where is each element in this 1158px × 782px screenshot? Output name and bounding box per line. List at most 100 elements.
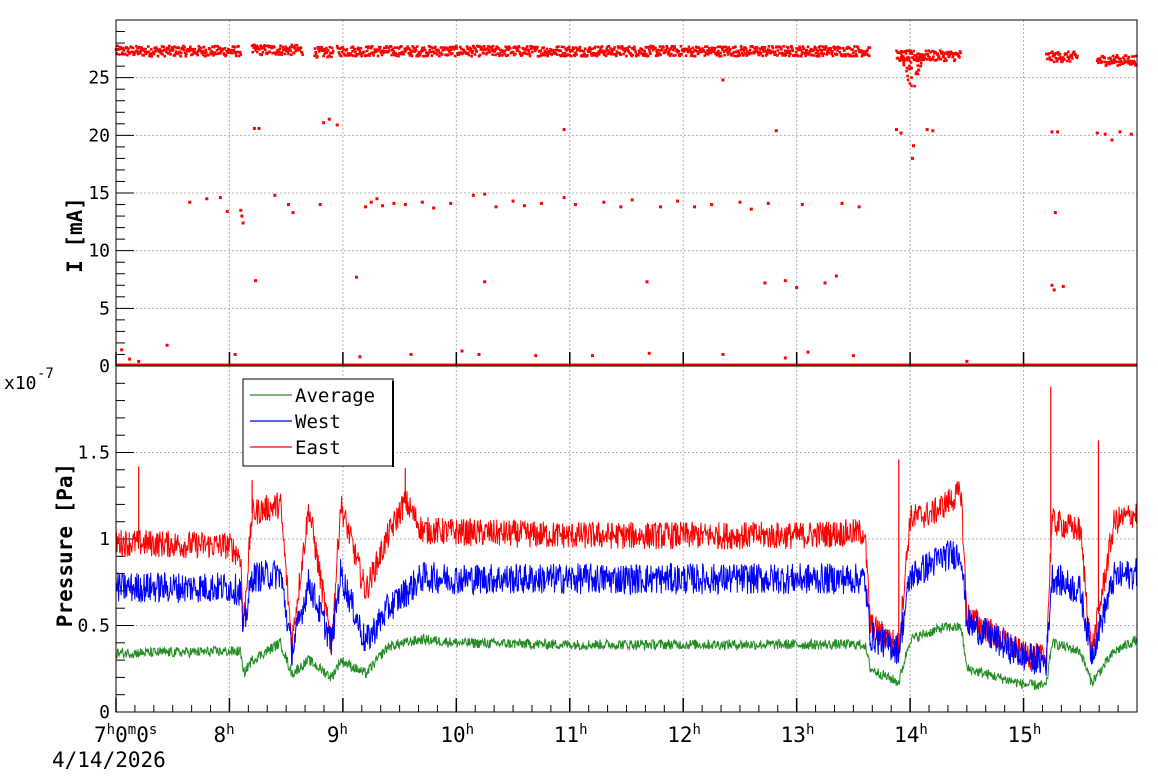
data-point	[915, 54, 918, 58]
data-point	[366, 45, 370, 48]
data-point	[567, 45, 571, 49]
data-point	[371, 45, 374, 48]
data-point	[935, 58, 939, 62]
data-point	[825, 53, 829, 56]
data-point	[703, 54, 707, 57]
data-point	[133, 51, 137, 54]
data-point	[924, 49, 928, 53]
data-point	[147, 45, 150, 48]
data-point	[232, 45, 235, 48]
data-point	[745, 54, 749, 57]
data-point	[1119, 60, 1123, 63]
data-point	[278, 50, 281, 54]
data-point	[649, 52, 652, 56]
data-point	[550, 52, 554, 55]
data-point	[850, 54, 854, 58]
data-point	[428, 48, 431, 52]
data-point	[774, 53, 777, 56]
data-point	[1105, 64, 1108, 67]
data-point	[179, 51, 183, 55]
data-point	[434, 51, 438, 55]
data-point	[286, 50, 290, 54]
data-point	[429, 50, 433, 54]
data-point	[916, 72, 920, 76]
data-point	[528, 54, 532, 58]
data-point	[734, 45, 737, 49]
data-point	[629, 53, 633, 56]
data-point	[742, 49, 746, 52]
data-point	[545, 47, 549, 51]
data-point	[508, 46, 512, 50]
data-point	[737, 51, 741, 54]
data-point	[1059, 55, 1062, 59]
x-tick-label: 12h	[667, 722, 701, 747]
data-point	[857, 205, 861, 209]
data-point	[490, 49, 494, 53]
data-point	[327, 54, 331, 58]
data-point	[293, 44, 297, 47]
data-point	[643, 49, 646, 53]
data-point	[790, 47, 794, 50]
data-point	[733, 54, 737, 58]
data-point	[363, 50, 366, 54]
data-point	[453, 54, 457, 58]
data-point	[364, 205, 368, 209]
data-point	[499, 48, 503, 52]
data-point	[1050, 283, 1054, 287]
data-point	[905, 69, 908, 73]
data-point	[894, 128, 898, 132]
data-point	[788, 49, 792, 53]
data-point	[830, 52, 834, 56]
data-point	[1119, 57, 1122, 61]
data-point	[860, 54, 864, 58]
series-line-average	[115, 622, 1137, 690]
data-point	[158, 48, 162, 51]
data-point	[346, 54, 349, 57]
data-point	[372, 51, 376, 54]
data-point	[195, 51, 199, 55]
data-point	[460, 349, 464, 353]
data-point	[562, 128, 566, 132]
data-point	[752, 50, 755, 54]
data-point	[764, 49, 767, 52]
data-point	[739, 48, 742, 52]
data-point	[478, 53, 482, 57]
data-point	[490, 47, 493, 51]
data-point	[1107, 60, 1111, 64]
data-point	[802, 47, 806, 50]
data-point	[776, 54, 779, 57]
data-point	[233, 45, 237, 49]
data-point	[906, 56, 909, 60]
data-point	[1095, 131, 1099, 135]
data-point	[790, 45, 793, 48]
data-point	[196, 53, 199, 57]
data-point	[460, 47, 463, 51]
data-point	[784, 49, 787, 53]
data-point	[697, 51, 700, 55]
data-point	[293, 46, 296, 50]
data-point	[196, 49, 200, 52]
data-point	[491, 44, 495, 48]
data-point	[390, 53, 393, 57]
data-point	[807, 52, 811, 55]
data-point	[202, 53, 205, 57]
data-point	[439, 46, 443, 49]
data-point	[1126, 60, 1129, 63]
data-point	[690, 52, 694, 56]
data-point	[783, 356, 787, 360]
data-point	[483, 192, 487, 196]
data-point	[191, 52, 194, 56]
data-point	[1117, 60, 1121, 64]
data-point	[491, 53, 494, 56]
data-point	[208, 47, 212, 51]
data-point	[902, 63, 906, 67]
data-point	[447, 49, 451, 52]
data-point	[258, 48, 261, 51]
data-point	[928, 55, 931, 59]
data-point	[763, 46, 767, 49]
data-point	[782, 45, 785, 48]
data-point	[257, 126, 261, 130]
data-point	[533, 47, 536, 51]
data-point	[619, 53, 623, 57]
data-point	[917, 68, 921, 72]
